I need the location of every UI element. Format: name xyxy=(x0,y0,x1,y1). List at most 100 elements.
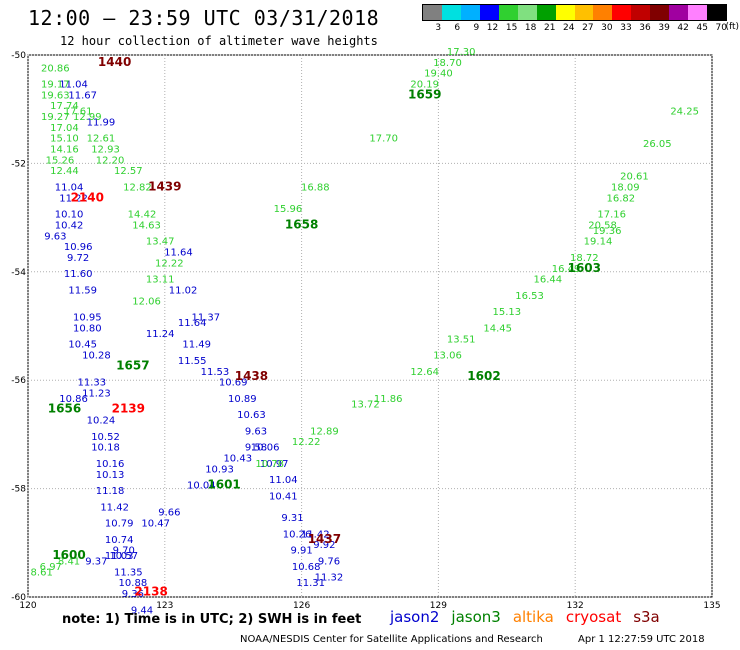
swh-value: 19.27 xyxy=(41,112,70,123)
swh-value: 11.42 xyxy=(301,529,330,540)
swh-value: 14.42 xyxy=(128,210,157,221)
swh-value: 10.63 xyxy=(237,410,266,421)
swh-value: 17.16 xyxy=(597,210,626,221)
color-scale-label: 30 xyxy=(601,23,613,33)
color-scale-label: 33 xyxy=(620,23,632,33)
swh-value: 10.45 xyxy=(68,340,97,351)
swh-value: 11.37 xyxy=(192,313,221,324)
color-scale-labels: 3 6 9 12 15 18 21 24 27 30 33 36 39 42 45 70 xyxy=(422,23,727,33)
pass-time-label: 2140 xyxy=(71,190,104,204)
color-swatch xyxy=(536,5,556,20)
lat-tick-label: -58 xyxy=(11,485,26,495)
color-scale-label: 36 xyxy=(639,23,651,33)
lon-tick-label: 120 xyxy=(19,601,36,611)
swh-value: 11.35 xyxy=(114,567,143,578)
swh-value: 10.52 xyxy=(91,432,120,443)
swh-value: 10.78 xyxy=(255,459,284,470)
swh-value: 12.61 xyxy=(87,134,116,145)
swh-value: 19.14 xyxy=(584,237,613,248)
color-swatch xyxy=(498,5,518,20)
swh-value: 16.53 xyxy=(515,291,544,302)
swh-value: 20.86 xyxy=(41,63,70,74)
lat-tick-label: -50 xyxy=(11,51,26,61)
swh-value: 13.72 xyxy=(351,399,380,410)
color-swatch xyxy=(612,5,632,20)
swh-value: 10.57 xyxy=(109,551,138,562)
swh-value: 12.06 xyxy=(132,296,161,307)
lat-tick-label: -56 xyxy=(11,376,26,386)
swh-value: 9.92 xyxy=(313,540,335,551)
swh-value: 9.63 xyxy=(245,426,267,437)
pass-time-label: 1437 xyxy=(308,532,341,546)
swh-value: 9.70 xyxy=(113,546,135,557)
swh-value: 18.70 xyxy=(433,58,462,69)
pass-time-label: 2139 xyxy=(112,402,145,416)
swh-value: 9.76 xyxy=(318,556,340,567)
swh-value: 11.04 xyxy=(55,183,84,194)
swh-value: 10.43 xyxy=(223,454,252,465)
swh-value: 20.61 xyxy=(620,172,649,183)
swh-value: 14.16 xyxy=(50,145,79,156)
footer-timestamp: Apr 1 12:27:59 UTC 2018 xyxy=(578,634,705,645)
swh-value: 20.19 xyxy=(410,80,439,91)
color-scale-label: 42 xyxy=(677,23,689,33)
color-scale-label: 21 xyxy=(543,23,556,33)
swh-value: 11.02 xyxy=(169,285,198,296)
color-scale-label: 6 xyxy=(454,23,461,33)
swh-value: 10.97 xyxy=(260,459,289,470)
color-swatch xyxy=(423,5,442,20)
pass-time-label: 1438 xyxy=(235,369,268,383)
swh-value: 10.95 xyxy=(73,313,102,324)
swh-value: 9.36 xyxy=(122,589,144,600)
swh-value: 14.63 xyxy=(132,220,161,231)
swh-value: 10.28 xyxy=(82,351,111,362)
color-scale-label: 24 xyxy=(563,23,575,33)
swh-value: 19.36 xyxy=(593,226,622,237)
pass-time-label: 1657 xyxy=(116,358,149,372)
swh-value: 11.18 xyxy=(96,486,125,497)
lon-tick-label: 132 xyxy=(567,601,584,611)
swh-value: 10.41 xyxy=(269,491,298,502)
color-scale-label: 12 xyxy=(486,23,499,33)
color-scale-label: 18 xyxy=(524,23,537,33)
swh-value: 16.44 xyxy=(534,275,563,286)
swh-value: 15.96 xyxy=(274,204,303,215)
swh-value: 12.99 xyxy=(73,112,102,123)
color-swatch xyxy=(593,5,613,20)
swh-value: 10.89 xyxy=(228,394,257,405)
swh-value: 16.82 xyxy=(606,193,635,204)
lat-tick-label: -60 xyxy=(11,593,26,603)
swh-value: 19.40 xyxy=(424,69,453,80)
color-scale-label: 9 xyxy=(473,23,480,33)
pass-time-label: 1601 xyxy=(207,478,240,492)
swh-value: 17.30 xyxy=(447,47,476,58)
swh-value: 10.74 xyxy=(105,535,134,546)
swh-value: 12.82 xyxy=(123,183,152,194)
swh-value: 10.18 xyxy=(91,443,120,454)
swh-value: 11.31 xyxy=(296,578,325,589)
swh-value: 11.42 xyxy=(100,502,129,513)
swh-value: 19.63 xyxy=(41,90,70,101)
color-scale-label: 39 xyxy=(658,23,670,33)
swh-value: 24.25 xyxy=(670,107,699,118)
page-subtitle: 12 hour collection of altimeter wave hei… xyxy=(60,34,378,48)
swh-value: 10.10 xyxy=(55,210,84,221)
swh-value: 11.24 xyxy=(146,329,175,340)
swh-value: 11.23 xyxy=(82,388,111,399)
swh-value: 17.04 xyxy=(50,123,79,134)
pass-time-label: 1603 xyxy=(568,261,601,275)
color-swatch xyxy=(707,5,726,20)
swh-value: 18.72 xyxy=(570,253,599,264)
swh-value: 9.63 xyxy=(44,231,66,242)
swh-value: 17.74 xyxy=(50,101,79,112)
swh-value: 19.17 xyxy=(41,80,70,91)
swh-value: 10.68 xyxy=(292,562,321,573)
swh-value: 10.13 xyxy=(96,470,125,481)
lon-tick-label: 129 xyxy=(430,601,447,611)
swh-value: 11.04 xyxy=(269,475,298,486)
swh-value: 9.37 xyxy=(85,556,107,567)
swh-value: 10.26 xyxy=(283,529,312,540)
swh-value: 10.86 xyxy=(59,394,88,405)
color-swatch xyxy=(669,5,689,20)
swh-value: 18.09 xyxy=(611,183,640,194)
